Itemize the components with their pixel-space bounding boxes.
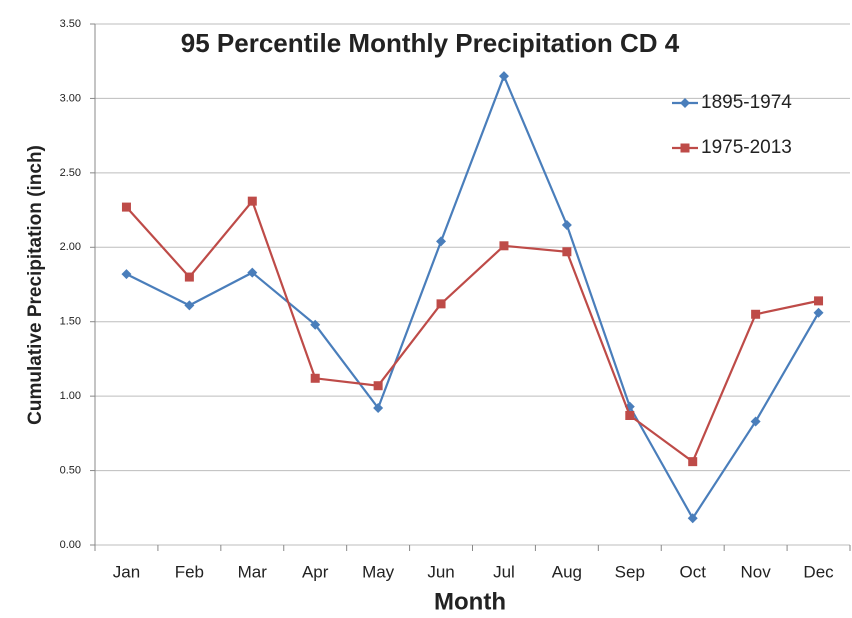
data-point: [373, 381, 383, 391]
chart-title: 95 Percentile Monthly Precipitation CD 4: [181, 28, 680, 58]
x-tick-label: May: [362, 562, 395, 581]
x-axis-label: Month: [434, 588, 506, 615]
series-line: [125, 198, 819, 464]
y-tick-label: 1.50: [60, 316, 81, 328]
x-tick-label: Apr: [302, 562, 329, 581]
x-tick-label: Feb: [175, 562, 204, 581]
data-point: [310, 373, 320, 383]
data-point: [373, 403, 384, 414]
y-tick-label: 2.00: [60, 241, 81, 253]
data-point: [562, 247, 572, 257]
x-tick-label: Mar: [238, 562, 268, 581]
data-point: [121, 269, 132, 280]
x-tick-label: Sep: [615, 562, 645, 581]
data-point: [751, 309, 761, 319]
data-point: [121, 202, 131, 212]
legend-marker: [680, 98, 690, 108]
y-tick-label: 0.00: [60, 539, 81, 551]
y-tick-label: 1.00: [60, 390, 81, 402]
y-tick-label: 3.50: [60, 18, 81, 30]
x-tick-label: Jul: [493, 562, 515, 581]
data-point: [310, 319, 321, 330]
x-tick-label: Jun: [427, 562, 454, 581]
data-point: [687, 513, 698, 524]
legend-label: 1975-2013: [701, 137, 792, 158]
y-axis-label: Cumulative Precipitation (inch): [25, 145, 46, 425]
data-point: [499, 241, 509, 251]
x-tick-label: Nov: [741, 562, 772, 581]
legend-marker: [680, 143, 690, 153]
data-point: [688, 457, 698, 467]
series-line: [125, 73, 820, 521]
x-tick-label: Aug: [552, 562, 582, 581]
y-tick-label: 3.00: [60, 92, 81, 104]
x-tick-label: Dec: [803, 562, 834, 581]
data-point: [247, 267, 258, 278]
data-point: [436, 299, 446, 309]
y-tick-label: 2.50: [60, 167, 81, 179]
x-tick-label: Oct: [679, 562, 706, 581]
data-point: [813, 307, 824, 318]
data-point: [436, 236, 447, 247]
data-point: [184, 272, 194, 282]
data-point: [247, 196, 257, 206]
x-tick-label: Jan: [113, 562, 140, 581]
data-point: [750, 416, 761, 427]
data-point: [561, 219, 572, 230]
y-tick-label: 0.50: [60, 464, 81, 476]
data-point: [814, 296, 824, 306]
data-point: [625, 410, 635, 420]
data-point: [498, 71, 509, 82]
data-point: [184, 300, 195, 311]
legend-label: 1895-1974: [701, 92, 792, 113]
